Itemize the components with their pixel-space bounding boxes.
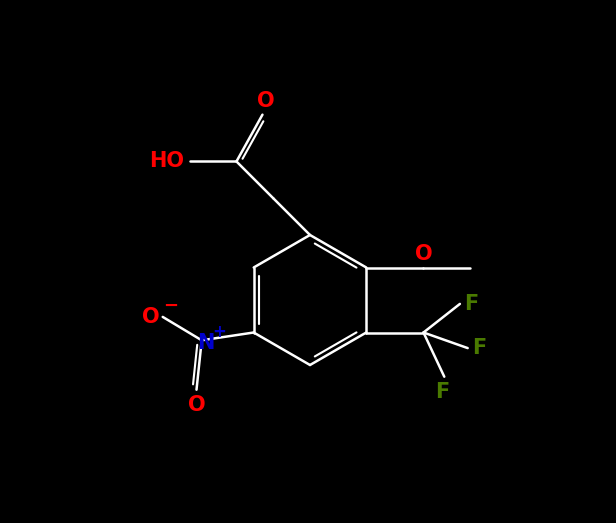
Text: N: N	[197, 333, 214, 354]
Text: +: +	[212, 323, 225, 342]
Text: O: O	[415, 244, 432, 264]
Text: HO: HO	[148, 152, 184, 172]
Text: O: O	[142, 307, 160, 327]
Text: −: −	[163, 297, 178, 315]
Text: O: O	[257, 90, 274, 111]
Text: F: F	[435, 382, 450, 402]
Text: F: F	[464, 294, 478, 314]
Text: F: F	[472, 338, 486, 358]
Text: O: O	[188, 395, 205, 415]
